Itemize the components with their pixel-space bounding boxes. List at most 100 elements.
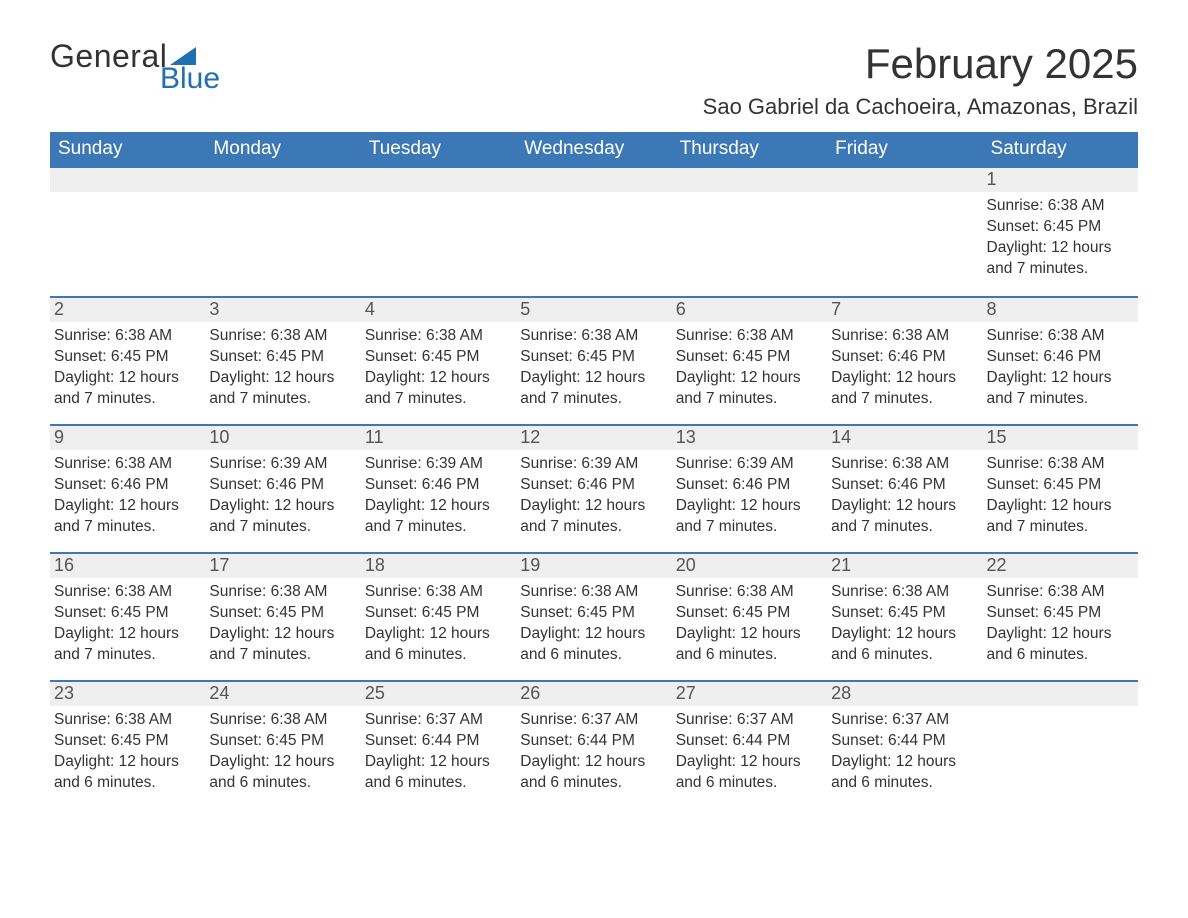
daylight-line-2: and 7 minutes. [365,389,510,410]
calendar-cell: 25Sunrise: 6:37 AMSunset: 6:44 PMDayligh… [361,682,516,808]
day-number [205,168,360,169]
daylight-line-2: and 7 minutes. [987,517,1132,538]
cell-body: Sunrise: 6:38 AMSunset: 6:45 PMDaylight:… [50,706,205,804]
daylight-line-1: Daylight: 12 hours [365,624,510,645]
daylight-line-2: and 6 minutes. [987,645,1132,666]
calendar-cell: 12Sunrise: 6:39 AMSunset: 6:46 PMDayligh… [516,426,671,552]
daylight-line-1: Daylight: 12 hours [54,496,199,517]
day-number-row [361,168,516,192]
cell-body: Sunrise: 6:39 AMSunset: 6:46 PMDaylight:… [516,450,671,548]
calendar-cell: 23Sunrise: 6:38 AMSunset: 6:45 PMDayligh… [50,682,205,808]
daylight-line-2: and 6 minutes. [676,773,821,794]
weeks-container: 1Sunrise: 6:38 AMSunset: 6:45 PMDaylight… [50,168,1138,808]
calendar-cell: 18Sunrise: 6:38 AMSunset: 6:45 PMDayligh… [361,554,516,680]
daylight-line-2: and 7 minutes. [676,389,821,410]
calendar-cell: 3Sunrise: 6:38 AMSunset: 6:45 PMDaylight… [205,298,360,424]
daylight-line-1: Daylight: 12 hours [987,368,1132,389]
day-number-row: 24 [205,682,360,706]
daylight-line-1: Daylight: 12 hours [209,496,354,517]
daylight-line-1: Daylight: 12 hours [520,368,665,389]
day-number-row: 11 [361,426,516,450]
daylight-line-1: Daylight: 12 hours [520,624,665,645]
cell-body: Sunrise: 6:39 AMSunset: 6:46 PMDaylight:… [205,450,360,548]
cell-body [205,192,360,206]
day-number: 11 [361,426,516,448]
cell-body: Sunrise: 6:38 AMSunset: 6:45 PMDaylight:… [516,578,671,676]
sunset-line: Sunset: 6:45 PM [54,347,199,368]
sunrise-line: Sunrise: 6:39 AM [365,454,510,475]
day-number: 25 [361,682,516,704]
calendar-cell: 7Sunrise: 6:38 AMSunset: 6:46 PMDaylight… [827,298,982,424]
day-number: 21 [827,554,982,576]
calendar-week: 16Sunrise: 6:38 AMSunset: 6:45 PMDayligh… [50,552,1138,680]
daylight-line-1: Daylight: 12 hours [676,368,821,389]
sunset-line: Sunset: 6:46 PM [831,347,976,368]
day-number-row [205,168,360,192]
calendar-cell: 4Sunrise: 6:38 AMSunset: 6:45 PMDaylight… [361,298,516,424]
daylight-line-1: Daylight: 12 hours [520,496,665,517]
sunrise-line: Sunrise: 6:38 AM [987,454,1132,475]
cell-body [983,706,1138,720]
day-number: 17 [205,554,360,576]
calendar-cell: 10Sunrise: 6:39 AMSunset: 6:46 PMDayligh… [205,426,360,552]
sunrise-line: Sunrise: 6:38 AM [365,582,510,603]
day-number-row: 22 [983,554,1138,578]
sunset-line: Sunset: 6:46 PM [987,347,1132,368]
weekday-header: Tuesday [361,132,516,168]
sunset-line: Sunset: 6:45 PM [209,603,354,624]
calendar-cell: 8Sunrise: 6:38 AMSunset: 6:46 PMDaylight… [983,298,1138,424]
daylight-line-2: and 7 minutes. [209,517,354,538]
sunrise-line: Sunrise: 6:38 AM [831,582,976,603]
daylight-line-1: Daylight: 12 hours [54,368,199,389]
day-number: 4 [361,298,516,320]
daylight-line-2: and 6 minutes. [831,773,976,794]
daylight-line-1: Daylight: 12 hours [676,624,821,645]
daylight-line-1: Daylight: 12 hours [831,752,976,773]
daylight-line-2: and 6 minutes. [54,773,199,794]
day-number: 6 [672,298,827,320]
logo-text-blue: Blue [160,64,220,94]
cell-body: Sunrise: 6:38 AMSunset: 6:46 PMDaylight:… [983,322,1138,420]
cell-body: Sunrise: 6:38 AMSunset: 6:45 PMDaylight:… [672,578,827,676]
sunset-line: Sunset: 6:45 PM [520,603,665,624]
calendar-cell: 2Sunrise: 6:38 AMSunset: 6:45 PMDaylight… [50,298,205,424]
daylight-line-2: and 7 minutes. [209,645,354,666]
calendar-week: 9Sunrise: 6:38 AMSunset: 6:46 PMDaylight… [50,424,1138,552]
cell-body: Sunrise: 6:38 AMSunset: 6:45 PMDaylight:… [516,322,671,420]
calendar-cell: 13Sunrise: 6:39 AMSunset: 6:46 PMDayligh… [672,426,827,552]
sunrise-line: Sunrise: 6:38 AM [831,326,976,347]
day-number-row: 15 [983,426,1138,450]
sunrise-line: Sunrise: 6:38 AM [831,454,976,475]
day-number-row [50,168,205,192]
sunset-line: Sunset: 6:45 PM [365,603,510,624]
cell-body: Sunrise: 6:38 AMSunset: 6:45 PMDaylight:… [205,578,360,676]
day-number: 23 [50,682,205,704]
day-number: 9 [50,426,205,448]
daylight-line-2: and 7 minutes. [209,389,354,410]
calendar-cell [205,168,360,296]
sunrise-line: Sunrise: 6:38 AM [365,326,510,347]
cell-body: Sunrise: 6:38 AMSunset: 6:45 PMDaylight:… [983,192,1138,290]
day-number-row: 28 [827,682,982,706]
cell-body: Sunrise: 6:38 AMSunset: 6:45 PMDaylight:… [361,578,516,676]
daylight-line-1: Daylight: 12 hours [365,752,510,773]
calendar-cell: 11Sunrise: 6:39 AMSunset: 6:46 PMDayligh… [361,426,516,552]
day-number-row: 27 [672,682,827,706]
sunset-line: Sunset: 6:45 PM [209,731,354,752]
sunrise-line: Sunrise: 6:38 AM [987,196,1132,217]
sunset-line: Sunset: 6:45 PM [365,347,510,368]
title-block: February 2025 Sao Gabriel da Cachoeira, … [703,40,1138,120]
cell-body [827,192,982,206]
day-number-row: 2 [50,298,205,322]
day-number: 19 [516,554,671,576]
sunrise-line: Sunrise: 6:38 AM [54,454,199,475]
calendar: Sunday Monday Tuesday Wednesday Thursday… [50,132,1138,808]
daylight-line-2: and 6 minutes. [209,773,354,794]
daylight-line-1: Daylight: 12 hours [676,496,821,517]
daylight-line-1: Daylight: 12 hours [209,752,354,773]
calendar-cell: 27Sunrise: 6:37 AMSunset: 6:44 PMDayligh… [672,682,827,808]
calendar-cell: 26Sunrise: 6:37 AMSunset: 6:44 PMDayligh… [516,682,671,808]
cell-body: Sunrise: 6:39 AMSunset: 6:46 PMDaylight:… [672,450,827,548]
logo: General Blue [50,40,220,94]
sunset-line: Sunset: 6:46 PM [831,475,976,496]
